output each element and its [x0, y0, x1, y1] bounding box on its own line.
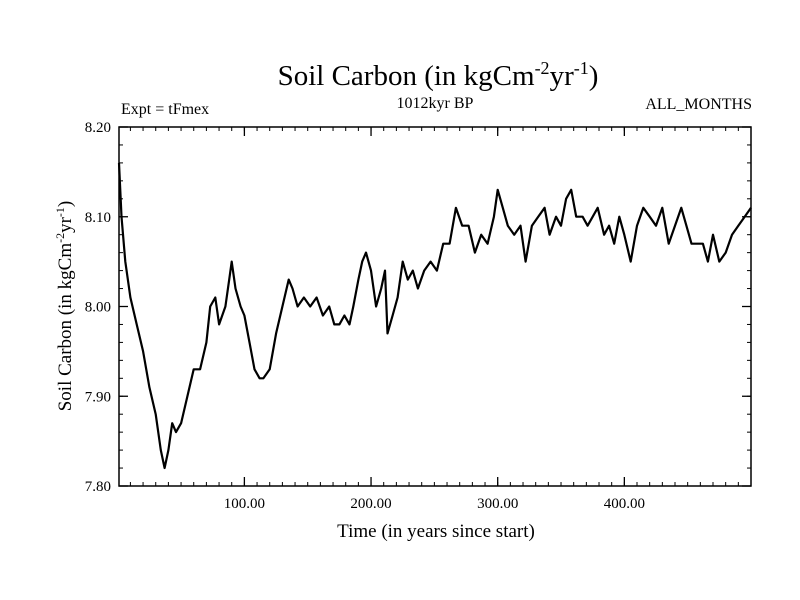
subtitle-center: 1012kyr BP — [397, 95, 474, 112]
chart-title-main: Soil Carbon (in kgCm — [278, 60, 535, 92]
y-axis-label: Soil Carbon (in kgCm-2yr-1) — [53, 201, 76, 412]
y-tick-label: 8.10 — [85, 210, 111, 226]
y-tick-label: 8.20 — [85, 120, 111, 136]
x-tick-label: 100.00 — [224, 496, 265, 512]
x-tick-label: 400.00 — [604, 496, 645, 512]
y-tick-label: 7.80 — [85, 479, 111, 495]
chart-title: Soil Carbon (in kgCm-2yr-1) — [278, 58, 599, 92]
x-tick-label: 200.00 — [350, 496, 391, 512]
y-axis-label-mid: yr — [55, 216, 76, 233]
y-tick-label: 8.00 — [85, 300, 111, 316]
subtitle-left: Expt = tFmex — [121, 101, 209, 118]
x-tick-label: 300.00 — [477, 496, 518, 512]
x-axis-label: Time (in years since start) — [337, 521, 535, 542]
series-layer — [117, 162, 752, 470]
chart-title-sup1: -2 — [535, 58, 550, 78]
plot-frame — [118, 126, 752, 487]
y-axis-label-end: ) — [55, 201, 76, 207]
y-axis-label-sup1: -2 — [53, 233, 67, 243]
y-axis-label-sup2: -1 — [53, 207, 67, 217]
y-tick-label: 7.90 — [85, 389, 111, 405]
ticks — [119, 126, 751, 487]
tick-labels: 100.00 200.00 300.00 400.00 7.80 7.90 8.00 8.10… — [85, 120, 645, 512]
chart-title-end: ) — [589, 60, 599, 92]
chart-title-sup2: -1 — [574, 58, 589, 78]
series-line — [117, 162, 752, 470]
subtitle-right: ALL_MONTHS — [645, 96, 752, 113]
y-axis-label-main: Soil Carbon (in kgCm — [55, 243, 76, 412]
chart-title-mid: yr — [550, 60, 575, 92]
